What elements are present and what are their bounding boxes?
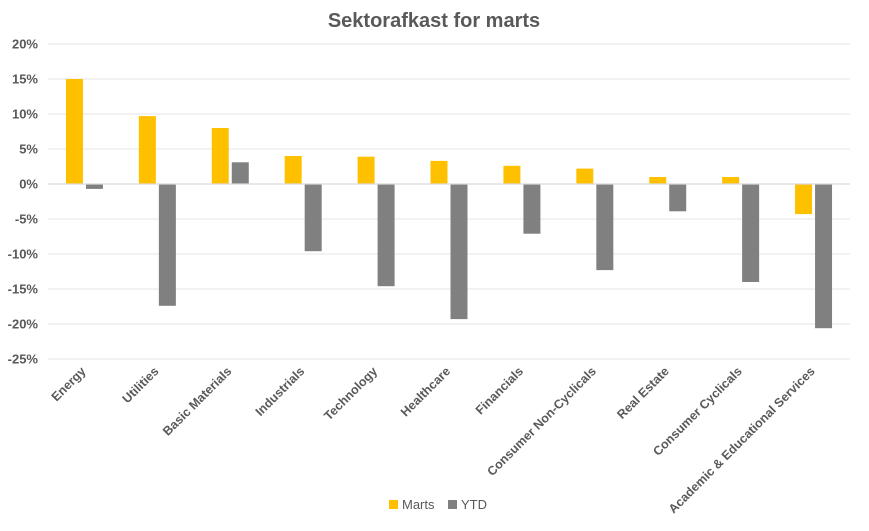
bar-marts-6 bbox=[503, 165, 521, 184]
category-label: Utilities bbox=[120, 364, 162, 406]
y-tick-label: 0% bbox=[19, 177, 38, 192]
legend: Marts YTD bbox=[389, 497, 487, 512]
bar-marts-1 bbox=[138, 116, 156, 184]
bar-ytd-3 bbox=[304, 184, 322, 252]
y-tick-label: -15% bbox=[8, 282, 39, 297]
y-tick-label: -25% bbox=[8, 352, 39, 367]
bar-ytd-6 bbox=[523, 184, 541, 234]
category-label: Healthcare bbox=[398, 364, 453, 419]
gridlines bbox=[48, 43, 850, 360]
category-label: Basic Materials bbox=[160, 364, 234, 438]
y-tick-label: -20% bbox=[8, 317, 39, 332]
bar-marts-0 bbox=[65, 79, 83, 184]
category-label: Real Estate bbox=[614, 364, 672, 422]
chart-title: Sektorafkast for marts bbox=[328, 10, 540, 32]
bar-ytd-7 bbox=[596, 184, 614, 271]
legend-swatch-ytd bbox=[448, 500, 457, 509]
category-label: Financials bbox=[473, 364, 526, 417]
bar-ytd-9 bbox=[742, 184, 760, 282]
bar-ytd-0 bbox=[85, 184, 103, 189]
y-tick-label: 20% bbox=[12, 37, 38, 52]
y-axis-tick-labels: 20% 15% 10% 5% 0% -5% -10% -15% -20% -25% bbox=[8, 37, 39, 367]
category-label: Academic & Educational Services bbox=[666, 364, 818, 516]
bar-ytd-4 bbox=[377, 184, 395, 287]
y-tick-label: -10% bbox=[8, 247, 39, 262]
category-label: Technology bbox=[321, 364, 380, 423]
bar-ytd-2 bbox=[231, 162, 249, 184]
bar-marts-10 bbox=[795, 184, 813, 215]
bar-marts-3 bbox=[284, 156, 302, 184]
bar-ytd-5 bbox=[450, 184, 468, 320]
legend-label-ytd: YTD bbox=[461, 497, 487, 512]
bar-marts-5 bbox=[430, 160, 448, 184]
bar-marts-2 bbox=[211, 128, 229, 184]
y-tick-label: 15% bbox=[12, 72, 38, 87]
y-tick-label: -5% bbox=[15, 212, 39, 227]
y-tick-label: 5% bbox=[19, 142, 38, 157]
bar-ytd-10 bbox=[815, 184, 833, 329]
bar-marts-9 bbox=[722, 177, 740, 184]
bar-marts-7 bbox=[576, 168, 594, 184]
bars bbox=[65, 79, 833, 329]
legend-swatch-marts bbox=[389, 500, 398, 509]
bar-marts-8 bbox=[649, 177, 667, 184]
y-tick-label: 10% bbox=[12, 107, 38, 122]
legend-label-marts: Marts bbox=[402, 497, 435, 512]
bar-ytd-1 bbox=[158, 184, 176, 306]
category-label: Energy bbox=[49, 364, 89, 404]
bar-ytd-8 bbox=[669, 184, 687, 212]
bar-marts-4 bbox=[357, 156, 375, 184]
category-label: Industrials bbox=[253, 364, 308, 419]
